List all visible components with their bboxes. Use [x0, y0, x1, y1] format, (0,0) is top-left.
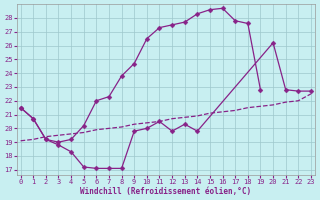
X-axis label: Windchill (Refroidissement éolien,°C): Windchill (Refroidissement éolien,°C) — [80, 187, 251, 196]
